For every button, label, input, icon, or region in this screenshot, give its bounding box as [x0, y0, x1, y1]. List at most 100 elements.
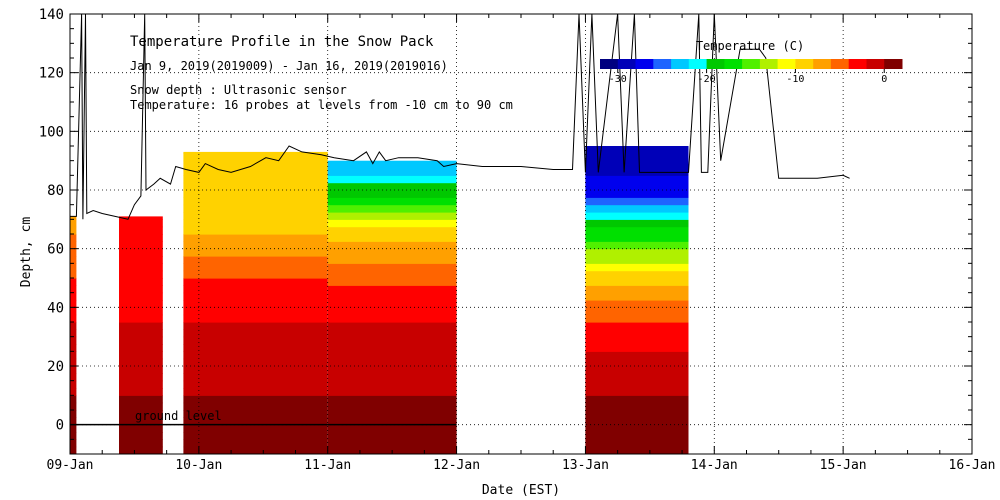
temperature-cell	[70, 380, 77, 389]
temperature-cell	[70, 219, 77, 228]
temperature-cell	[327, 226, 457, 235]
temperature-cell	[585, 402, 689, 411]
colorbar-swatch	[653, 59, 672, 69]
temperature-cell	[585, 358, 689, 367]
temperature-cell	[70, 226, 77, 235]
temperature-cell	[585, 424, 689, 433]
temperature-cell	[119, 234, 163, 242]
temperature-cell	[183, 351, 328, 360]
temperature-cell	[327, 366, 457, 374]
temperature-cell	[585, 234, 689, 242]
temperature-cell	[327, 322, 457, 330]
temperature-cell	[327, 300, 457, 308]
temperature-cell	[183, 307, 328, 316]
temperature-cell	[70, 344, 77, 352]
colorbar-tick-label: 0	[881, 74, 887, 85]
temperature-cell	[585, 439, 689, 448]
temperature-cell	[327, 388, 457, 396]
temperature-cell	[183, 226, 328, 235]
temperature-cell	[327, 168, 457, 176]
temperature-cell	[585, 322, 689, 330]
colorbar-title: Temperature (C)	[696, 39, 804, 53]
temperature-cell	[70, 329, 77, 338]
temperature-cell	[183, 190, 328, 198]
temperature-cell	[183, 219, 328, 228]
temperature-cell	[119, 226, 163, 235]
temperature-cell	[327, 307, 457, 316]
temperature-cell	[183, 410, 328, 418]
temperature-cell	[327, 432, 457, 440]
temperature-cell	[585, 300, 689, 308]
temperature-cell	[119, 278, 163, 286]
temperature-cell	[183, 402, 328, 411]
temperature-cell	[183, 285, 328, 294]
temperature-cell	[119, 380, 163, 389]
temperature-cell	[183, 175, 328, 184]
temperature-segment	[585, 146, 689, 454]
temperature-cell	[585, 446, 689, 454]
y-axis-label: Depth, cm	[19, 217, 34, 288]
temperature-cell	[585, 351, 689, 360]
temperature-cell	[585, 219, 689, 228]
temperature-cell	[119, 388, 163, 396]
temperature-cell	[327, 380, 457, 389]
temperature-cell	[119, 366, 163, 374]
temperature-cell	[70, 439, 77, 448]
temperature-cell	[585, 248, 689, 257]
y-tick-label: 60	[47, 242, 64, 258]
x-tick-label: 16-Jan	[949, 458, 996, 473]
temperature-cell	[183, 160, 328, 169]
temperature-cell	[327, 263, 457, 272]
colorbar-tick-label: -30	[609, 74, 627, 85]
temperature-cell	[183, 300, 328, 308]
temperature-note: Temperature: 16 probes at levels from -1…	[130, 98, 513, 112]
colorbar-swatch	[813, 59, 832, 69]
temperature-cell	[119, 439, 163, 448]
temperature-cell	[119, 402, 163, 411]
temperature-cell	[119, 410, 163, 418]
temperature-cell	[585, 285, 689, 294]
temperature-cell	[327, 182, 457, 191]
temperature-cell	[327, 424, 457, 433]
temperature-cell	[70, 307, 77, 316]
temperature-cell	[70, 216, 77, 220]
temperature-cell	[183, 417, 328, 426]
colorbar-swatch	[671, 59, 690, 69]
temperature-cell	[119, 358, 163, 367]
temperature-cell	[183, 446, 328, 454]
temperature-cell	[585, 175, 689, 184]
temperature-cell	[327, 204, 457, 213]
temperature-cell	[70, 388, 77, 396]
colorbar-swatch	[706, 59, 725, 69]
temperature-cell	[327, 160, 457, 169]
temperature-cell	[585, 292, 689, 301]
temperature-cell	[183, 197, 328, 206]
temperature-segment	[183, 151, 328, 454]
colorbar: -30 -20 -10 0	[600, 59, 903, 85]
ground-level-label: ground level	[135, 409, 222, 423]
x-tick-label: 14-Jan	[691, 458, 738, 473]
temperature-cell	[585, 263, 689, 272]
temperature-cell	[327, 190, 457, 198]
colorbar-swatch	[848, 59, 867, 69]
temperature-cell	[119, 351, 163, 360]
temperature-cell	[585, 344, 689, 352]
temperature-cell	[183, 336, 328, 345]
y-tick-label: 140	[39, 7, 64, 23]
temperature-cell	[183, 344, 328, 352]
y-tick-label: 0	[56, 418, 64, 434]
temperature-cell	[119, 219, 163, 228]
temperature-cell	[70, 402, 77, 411]
colorbar-swatch	[830, 59, 850, 69]
temperature-cell	[183, 256, 328, 264]
temperature-cell	[585, 314, 689, 323]
temperature-cell	[585, 204, 689, 213]
y-tick-label: 80	[47, 183, 64, 199]
x-tick-label: 15-Jan	[820, 458, 867, 473]
temperature-cell	[70, 395, 77, 404]
y-tick-label: 40	[47, 300, 64, 316]
temperature-cell	[70, 446, 77, 454]
temperature-cell	[119, 314, 163, 323]
temperature-cell	[70, 292, 77, 301]
